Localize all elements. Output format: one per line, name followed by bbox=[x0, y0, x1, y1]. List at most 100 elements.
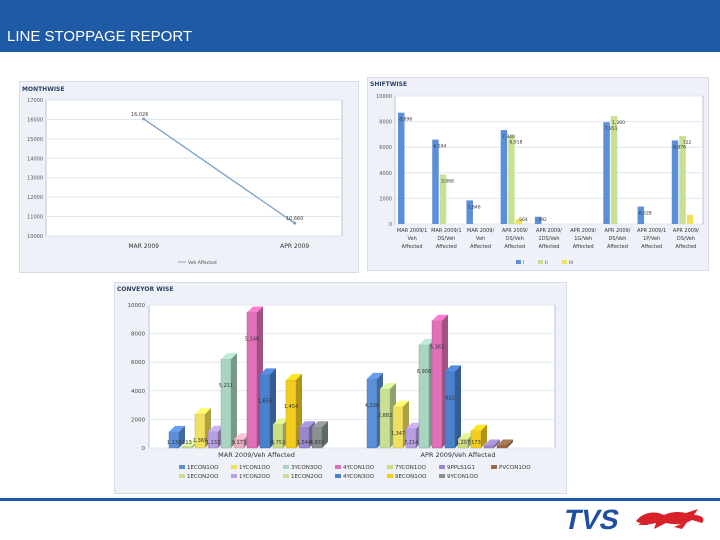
shiftwise-value-label: 6,528 bbox=[639, 211, 652, 217]
shiftwise-value-label: 1,360 bbox=[612, 120, 625, 126]
shiftwise-xtick-label: DS/Veh bbox=[608, 236, 626, 242]
conveyorwise-value-label: 1,207 bbox=[456, 440, 470, 446]
conveyorwise-bar-top bbox=[484, 439, 500, 446]
shiftwise-legend-label: II bbox=[545, 260, 548, 266]
conveyorwise-bar-top bbox=[458, 433, 474, 440]
shiftwise-value-label: 7,340 bbox=[502, 134, 515, 140]
conveyorwise-plot-area bbox=[148, 304, 556, 449]
shiftwise-xtick-label: APR 2009/ bbox=[536, 228, 562, 234]
conveyorwise-bar-top bbox=[393, 400, 409, 407]
monthwise-chart-panel: MONTHWISE 10000 11000 12000 13000 14000 15000… bbox=[19, 81, 359, 273]
monthwise-ytick-label: 14000 bbox=[27, 156, 43, 162]
shiftwise-ytick-label: 4000 bbox=[379, 171, 392, 177]
shiftwise-legend-label: I bbox=[523, 260, 524, 266]
conveyorwise-value-label: 173 bbox=[471, 440, 481, 446]
conveyorwise-bar bbox=[392, 406, 404, 449]
conveyorwise-legend-swatch bbox=[387, 465, 393, 469]
conveyorwise-legend-swatch bbox=[439, 474, 445, 478]
shiftwise-legend-swatch bbox=[516, 260, 521, 264]
conveyorwise-bar-side bbox=[455, 365, 461, 448]
conveyorwise-bar bbox=[285, 379, 297, 449]
conveyorwise-bar-top bbox=[432, 314, 448, 321]
conveyorwise-bar-top bbox=[419, 338, 435, 345]
monthwise-data-point bbox=[293, 221, 297, 225]
conveyorwise-legend-label: 7YCON1OO bbox=[395, 465, 427, 471]
shiftwise-xtick-label: Veh bbox=[407, 236, 416, 242]
footer-rule bbox=[0, 498, 720, 501]
conveyorwise-bar bbox=[431, 320, 443, 449]
conveyorwise-bar-side bbox=[322, 421, 328, 448]
monthwise-title: MONTHWISE bbox=[22, 86, 65, 93]
shiftwise-value-label: 6,876 bbox=[673, 144, 686, 150]
monthwise-ytick-label: 15000 bbox=[27, 137, 43, 143]
conveyorwise-value-label: 113 bbox=[182, 440, 192, 446]
conveyorwise-bar bbox=[418, 344, 430, 449]
conveyorwise-value-label: 612 bbox=[445, 395, 455, 401]
conveyorwise-value-label: 4,833 bbox=[310, 440, 324, 446]
conveyorwise-bar-side bbox=[481, 424, 487, 448]
conveyorwise-bar-top bbox=[380, 382, 396, 389]
shiftwise-ytick-label: 2000 bbox=[379, 196, 392, 202]
shiftwise-bar bbox=[466, 200, 473, 224]
conveyorwise-ytick-label: 2000 bbox=[131, 417, 145, 423]
shiftwise-xtick-label: 1DS/Veh bbox=[538, 236, 559, 242]
shiftwise-bar bbox=[679, 135, 686, 224]
monthwise-value-label: 16,026 bbox=[131, 112, 149, 118]
monthwise-ytick-label: 10000 bbox=[27, 234, 43, 240]
conveyorwise-legend-swatch bbox=[283, 474, 289, 478]
shiftwise-value-label: 7,951 bbox=[605, 126, 618, 132]
conveyorwise-value-label: 1,544 bbox=[297, 440, 311, 446]
conveyorwise-value-label: 1,347 bbox=[391, 431, 405, 437]
shiftwise-xtick-label: APR 2009/1 bbox=[637, 228, 666, 234]
conveyorwise-bar-top bbox=[247, 306, 263, 313]
horse-icon bbox=[636, 509, 704, 529]
shiftwise-bar bbox=[671, 140, 679, 224]
conveyorwise-bar-side bbox=[179, 425, 185, 448]
conveyorwise-legend-label: 4YCON3OO bbox=[343, 474, 375, 480]
conveyorwise-bar bbox=[444, 371, 456, 449]
shiftwise-bar bbox=[432, 139, 439, 224]
conveyorwise-legend-label: 1ECON1OO bbox=[187, 465, 219, 471]
shiftwise-bar bbox=[398, 112, 405, 224]
conveyorwise-legend-swatch bbox=[179, 465, 185, 469]
conveyorwise-legend-label: 9PPLS1G1 bbox=[447, 465, 475, 471]
shiftwise-bar bbox=[439, 174, 447, 224]
conveyorwise-legend-swatch bbox=[491, 465, 497, 469]
shiftwise-xtick-label: MAR 2009/1 bbox=[397, 228, 427, 234]
conveyorwise-value-label: 1,369 bbox=[193, 438, 207, 444]
shiftwise-xtick-label: Affected bbox=[539, 244, 560, 250]
conveyorwise-bar-top bbox=[312, 421, 328, 428]
shiftwise-bar bbox=[500, 130, 508, 224]
conveyorwise-legend-label: 9YCON1OO bbox=[447, 474, 479, 480]
conveyorwise-chart-panel: CONVEYOR WISE 0 2000 4000 6000 8000 10000 1,13… bbox=[114, 282, 567, 494]
conveyorwise-value-label: 8,908 bbox=[417, 369, 431, 375]
conveyorwise-bar-top bbox=[182, 440, 198, 447]
conveyorwise-legend-swatch bbox=[179, 474, 185, 478]
conveyorwise-value-label: 5,362 bbox=[430, 345, 444, 351]
shiftwise-value-label: 1,846 bbox=[468, 204, 481, 210]
monthwise-plot-area bbox=[45, 99, 343, 237]
shiftwise-chart-panel: SHIFTWISE 0 2000 4000 6000 8000 10000 MAR 2009… bbox=[367, 77, 709, 271]
conveyorwise-bar-top bbox=[221, 353, 237, 360]
shiftwise-bar bbox=[534, 216, 542, 224]
monthwise-ytick-label: 16000 bbox=[27, 117, 43, 123]
shiftwise-xtick-label: DS/Veh bbox=[677, 236, 695, 242]
shiftwise-value-label: 6,594 bbox=[434, 144, 447, 150]
conveyorwise-legend-swatch bbox=[231, 474, 237, 478]
conveyorwise-bar bbox=[259, 374, 271, 449]
shiftwise-ytick-label: 6000 bbox=[379, 145, 392, 151]
conveyorwise-ytick-label: 6000 bbox=[131, 360, 145, 366]
monthwise-ytick-label: 11000 bbox=[27, 215, 43, 221]
conveyorwise-legend-label: 1YCON1OO bbox=[239, 465, 271, 471]
conveyorwise-legend-label: 4YCON1OO bbox=[343, 465, 375, 471]
conveyorwise-legend-label: 1YCON2OO bbox=[239, 474, 271, 480]
shiftwise-xtick-label: APR 2009/ bbox=[673, 228, 699, 234]
shiftwise-xtick-label: MAR 2009/ bbox=[467, 228, 495, 234]
conveyorwise-legend-label: 3YCON3OO bbox=[291, 465, 323, 471]
conveyorwise-bar-top bbox=[445, 365, 461, 372]
conveyorwise-bar-top bbox=[299, 421, 315, 428]
shiftwise-xtick-label: Affected bbox=[436, 244, 457, 250]
conveyorwise-xtick-label: APR 2009/Veh Affected bbox=[421, 451, 496, 459]
conveyorwise-value-label: 1,130 bbox=[167, 440, 181, 446]
shiftwise-xtick-label: Veh bbox=[476, 236, 485, 242]
